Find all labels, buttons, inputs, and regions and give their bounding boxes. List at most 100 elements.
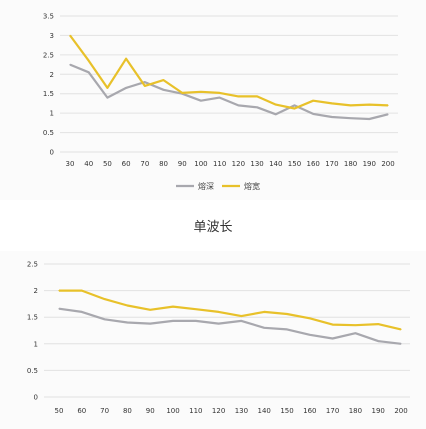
x-tick-label: 190	[363, 160, 376, 168]
data-point	[181, 92, 183, 94]
data-point	[400, 343, 402, 345]
data-point	[69, 63, 71, 66]
x-tick-label: 80	[159, 160, 168, 168]
line-chart-2: 0 0.5 1 1.5 2 2.5 50 60 70 80 90 100 110 120 130 140 150…	[27, 261, 410, 415]
x-tick-label: 170	[326, 407, 339, 415]
x-tick-label: 130	[250, 160, 263, 168]
y-tick-label: 1.5	[27, 314, 38, 322]
chart-panel-2: 0 0.5 1 1.5 2 2.5 50 60 70 80 90 100 110 120 130 140 150…	[0, 251, 426, 429]
data-point	[126, 304, 128, 307]
data-point	[149, 322, 151, 325]
data-point	[263, 311, 265, 313]
data-point	[172, 320, 174, 322]
x-tick-label: 200	[381, 160, 394, 168]
data-point	[162, 89, 165, 91]
line-chart-1: 0 0.5 1 1.5 2 2.5 3 3.5 30 40 50 60 70 80 90 100 110 120 1…	[43, 13, 398, 191]
data-point	[104, 298, 106, 300]
data-point	[240, 315, 242, 317]
data-point	[263, 327, 265, 329]
data-point	[400, 328, 402, 331]
data-point	[240, 320, 242, 322]
data-point	[69, 34, 71, 37]
data-point	[368, 103, 370, 106]
data-point	[200, 100, 202, 102]
x-tick-label: 50	[103, 160, 112, 168]
legend-label: 熔深	[198, 181, 214, 191]
data-point	[125, 58, 127, 60]
x-tick-label: 90	[178, 160, 187, 168]
data-point	[275, 113, 277, 115]
x-tick-label: 60	[122, 160, 131, 168]
y-tick-label: 3	[50, 32, 54, 40]
y-tick-label: 0	[50, 149, 54, 157]
y-tick-label: 1	[34, 340, 38, 348]
data-point	[331, 102, 333, 105]
data-point	[331, 116, 333, 118]
data-point	[349, 117, 352, 119]
data-point	[237, 95, 239, 98]
y-tick-label: 2	[50, 71, 54, 79]
data-point	[309, 317, 311, 319]
x-tick-label: 70	[140, 160, 149, 168]
x-tick-label: 150	[288, 160, 301, 168]
data-point	[275, 103, 277, 106]
y-tick-label: 1.5	[43, 90, 54, 98]
data-point	[286, 328, 288, 331]
y-tick-label: 0	[34, 394, 38, 402]
data-point	[309, 334, 311, 336]
series-line-1	[69, 63, 389, 121]
data-point	[293, 104, 296, 106]
data-point	[195, 320, 197, 322]
data-point	[237, 104, 239, 106]
section-title: 单波长	[193, 220, 233, 235]
data-point	[162, 79, 165, 81]
data-point	[58, 308, 60, 310]
data-point	[126, 321, 128, 324]
data-point	[81, 311, 83, 313]
data-point	[387, 104, 389, 106]
data-point	[149, 309, 151, 311]
x-tick-label: 170	[325, 160, 338, 168]
data-point	[349, 104, 352, 106]
x-tick-label: 160	[303, 407, 316, 415]
x-tick-label: 70	[100, 407, 109, 415]
data-point	[312, 100, 314, 102]
data-point	[286, 313, 288, 315]
data-point	[106, 87, 109, 89]
x-tick-label: 190	[372, 407, 385, 415]
y-tick-label: 2.5	[43, 51, 54, 59]
x-tick-label: 30	[66, 160, 75, 168]
x-tick-label: 110	[189, 407, 202, 415]
x-tick-label: 130	[235, 407, 248, 415]
data-point	[312, 113, 314, 115]
series-line-1	[58, 307, 402, 345]
data-point	[106, 97, 109, 99]
x-tick-label: 160	[306, 160, 319, 168]
data-point	[377, 340, 379, 342]
x-tick-label: 120	[232, 160, 245, 168]
y-tick-label: 1	[50, 110, 54, 118]
data-point	[256, 95, 258, 98]
data-point	[354, 324, 356, 326]
x-tick-label: 90	[146, 407, 155, 415]
x-tick-label: 180	[344, 160, 357, 168]
data-point	[293, 107, 296, 110]
chart-panel-1: 0 0.5 1 1.5 2 2.5 3 3.5 30 40 50 60 70 80 90 100 110 120 1…	[0, 0, 426, 200]
data-point	[387, 113, 389, 115]
x-tick-label: 50	[55, 407, 64, 415]
x-tick-label: 110	[213, 160, 226, 168]
data-point	[219, 92, 221, 94]
data-point	[104, 318, 106, 320]
data-point	[218, 311, 220, 313]
data-point	[354, 332, 356, 334]
y-tick-label: 0.5	[43, 129, 54, 137]
x-tick-label: 200	[394, 407, 407, 415]
y-tick-label: 3.5	[43, 13, 54, 21]
x-tick-label: 100	[166, 407, 179, 415]
x-tick-label: 140	[269, 160, 282, 168]
data-point	[332, 324, 334, 326]
data-point	[58, 290, 60, 292]
data-point	[368, 118, 370, 120]
legend-label: 熔宽	[244, 181, 260, 191]
x-tick-label: 80	[123, 407, 132, 415]
